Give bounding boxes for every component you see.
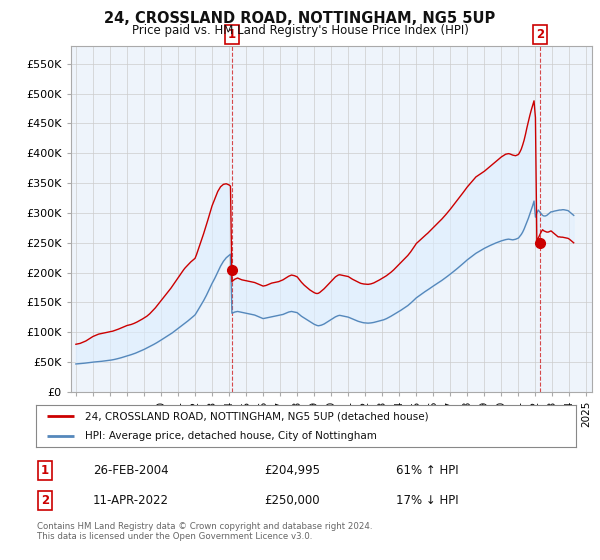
Text: 1: 1: [41, 464, 49, 477]
Text: 24, CROSSLAND ROAD, NOTTINGHAM, NG5 5UP: 24, CROSSLAND ROAD, NOTTINGHAM, NG5 5UP: [104, 11, 496, 26]
Text: 24, CROSSLAND ROAD, NOTTINGHAM, NG5 5UP (detached house): 24, CROSSLAND ROAD, NOTTINGHAM, NG5 5UP …: [85, 411, 428, 421]
Text: 26-FEB-2004: 26-FEB-2004: [93, 464, 169, 477]
Text: £250,000: £250,000: [264, 494, 320, 507]
Text: 2: 2: [536, 28, 544, 41]
Text: £204,995: £204,995: [264, 464, 320, 477]
Text: Contains HM Land Registry data © Crown copyright and database right 2024.
This d: Contains HM Land Registry data © Crown c…: [37, 522, 373, 542]
Text: 1: 1: [227, 28, 236, 41]
Text: Price paid vs. HM Land Registry's House Price Index (HPI): Price paid vs. HM Land Registry's House …: [131, 24, 469, 36]
Text: HPI: Average price, detached house, City of Nottingham: HPI: Average price, detached house, City…: [85, 431, 376, 441]
Text: 11-APR-2022: 11-APR-2022: [93, 494, 169, 507]
Text: 17% ↓ HPI: 17% ↓ HPI: [396, 494, 458, 507]
Text: 61% ↑ HPI: 61% ↑ HPI: [396, 464, 458, 477]
Text: 2: 2: [41, 494, 49, 507]
